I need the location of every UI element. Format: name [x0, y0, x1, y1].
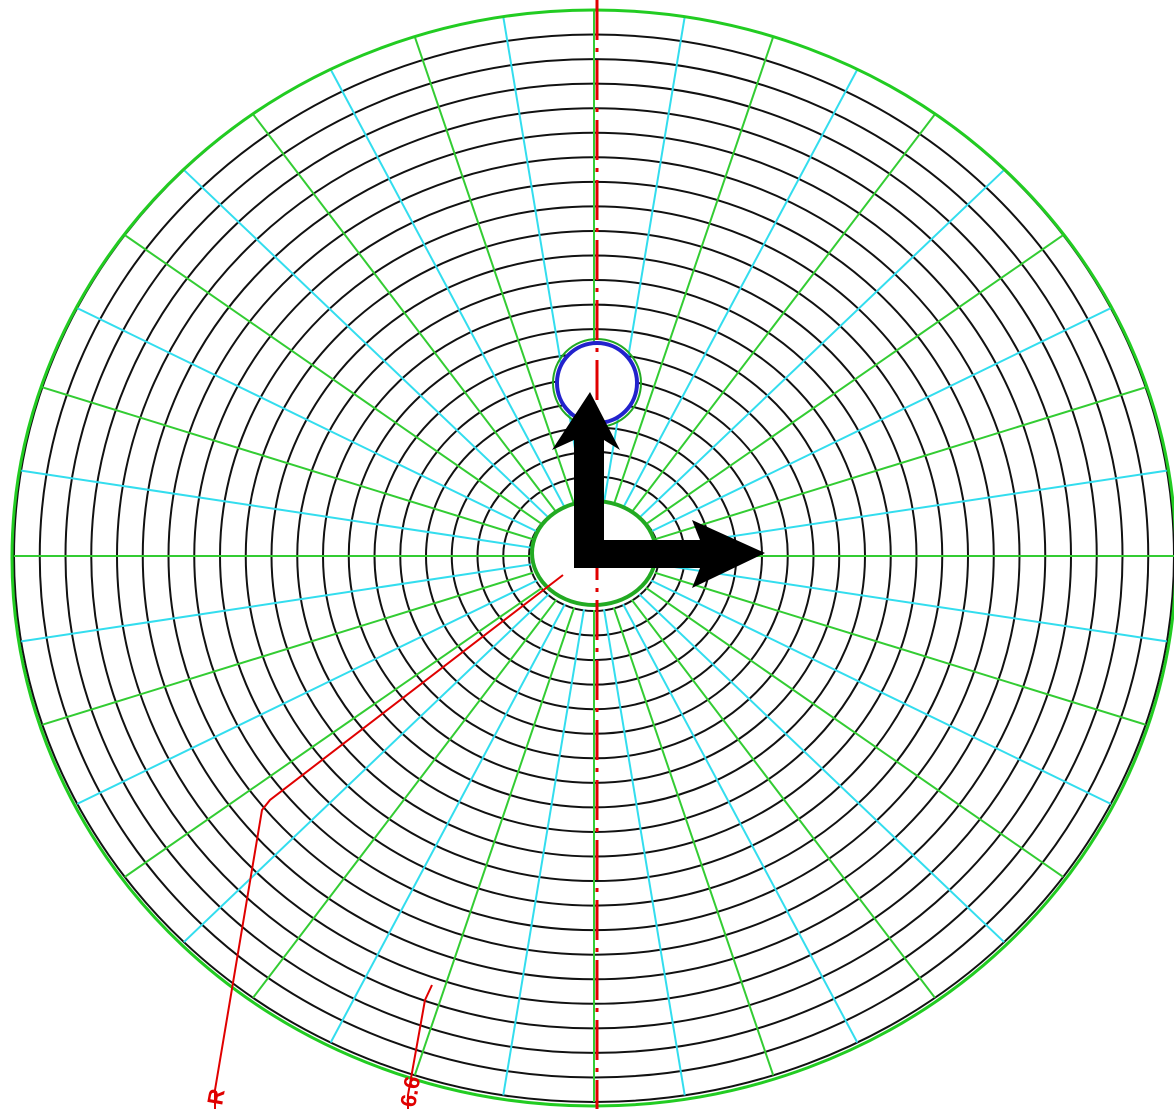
radial-line	[21, 564, 531, 641]
cad-drawing: R 6.6	[0, 0, 1174, 1109]
radial-line	[657, 471, 1167, 548]
radial-line	[21, 471, 531, 548]
radial-line	[184, 170, 549, 518]
radial-line	[125, 235, 542, 524]
radial-line	[604, 17, 685, 503]
axis-arrow	[552, 392, 765, 588]
dimension-label: 6.6	[395, 1074, 425, 1108]
radial-line	[503, 609, 584, 1095]
page: R 6.6 (() => { const data = JSON.parse(d…	[0, 0, 1174, 1109]
radial-line	[646, 588, 1063, 877]
radius-label: R	[202, 1087, 229, 1107]
radial-line	[604, 609, 685, 1095]
radial-line	[646, 235, 1063, 524]
radial-line	[639, 594, 1004, 942]
axis-arrows	[552, 392, 765, 588]
radial-line	[639, 170, 1004, 518]
radial-line	[125, 588, 542, 877]
radial-line	[657, 564, 1167, 641]
radial-line	[184, 594, 549, 942]
